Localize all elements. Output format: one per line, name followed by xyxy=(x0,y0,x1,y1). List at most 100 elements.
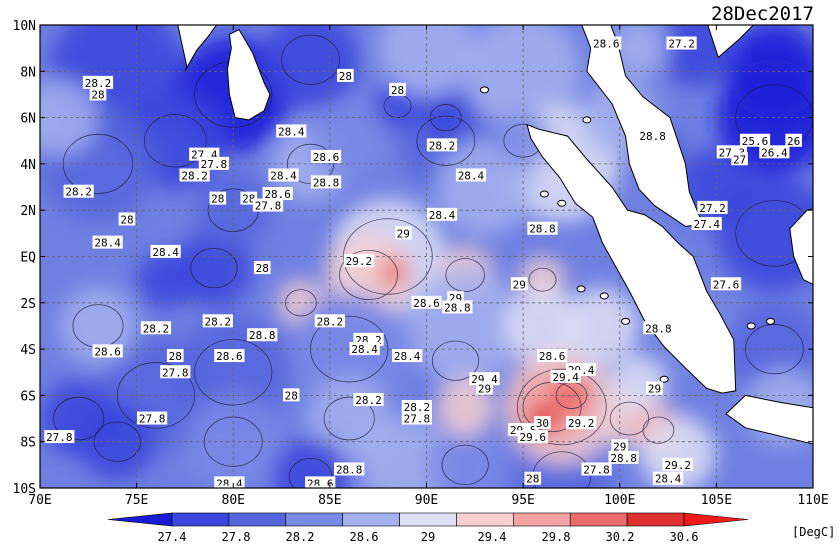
contour-label-bg xyxy=(581,462,612,476)
island xyxy=(539,190,549,198)
x-tick-label: 100E xyxy=(604,493,635,508)
sumatra xyxy=(526,123,737,394)
contour-label: 29.2 xyxy=(664,459,691,472)
contour-label-bg xyxy=(591,36,622,50)
contour-label: 28.4 xyxy=(307,487,334,500)
contour-label: 29 xyxy=(613,440,626,453)
contour-label: 28.8 xyxy=(313,176,340,189)
contour-label: 28.8 xyxy=(336,463,363,476)
contour-label: 28.4 xyxy=(278,125,305,138)
colorbar-min-arrow xyxy=(107,512,173,527)
contour-label-bg xyxy=(310,175,342,189)
colorbar-segment xyxy=(228,512,287,527)
contour-label: 29 xyxy=(478,382,491,395)
island xyxy=(621,317,631,325)
contour-line xyxy=(445,258,485,292)
indochina xyxy=(707,25,754,59)
contour-label-bg xyxy=(759,145,790,159)
contour-label: 27 xyxy=(733,153,746,166)
contour-label-bg xyxy=(662,457,693,471)
contour-label-bg xyxy=(697,200,728,214)
y-tick-label: 2S xyxy=(20,297,36,312)
java xyxy=(725,394,813,445)
contour-label: 29 xyxy=(397,227,410,240)
contour-label-bg xyxy=(89,87,107,101)
contour-label: 27.8 xyxy=(201,158,228,171)
x-tick-label: 80E xyxy=(222,493,245,508)
island xyxy=(576,285,586,293)
temperature-blob xyxy=(548,372,595,419)
y-tick-label: 10N xyxy=(13,19,36,34)
contour-label-bg xyxy=(710,277,742,291)
contour-label-bg xyxy=(517,430,548,444)
contour-label: 28.6 xyxy=(307,477,334,490)
contour-label-bg xyxy=(63,184,94,198)
contour-line xyxy=(53,396,105,441)
contour-label: 28.4 xyxy=(351,343,378,356)
contour-label: 28.2 xyxy=(404,401,431,414)
contour-label: 28.4 xyxy=(458,169,485,182)
contour-label: 28.6 xyxy=(264,188,291,201)
contour-label-bg xyxy=(637,129,668,143)
x-tick-label: 105E xyxy=(701,493,732,508)
contour-label-bg xyxy=(476,381,493,395)
contour-label-bg xyxy=(426,207,458,221)
contour-label-bg xyxy=(82,75,114,89)
contour-label-bg xyxy=(401,411,432,425)
contour-label: 28.6 xyxy=(94,345,121,358)
colorbar-tick-label: 29.8 xyxy=(542,530,571,544)
contour-line xyxy=(642,416,675,444)
contour-label: 29.4 xyxy=(552,371,579,384)
contour-label: 28.8 xyxy=(444,301,471,314)
contour-label: 28.8 xyxy=(639,130,666,143)
island xyxy=(746,322,756,330)
contour-label: 28.2 xyxy=(355,394,382,407)
contour-label-bg xyxy=(643,321,674,335)
contour-label-bg xyxy=(310,149,342,163)
temperature-blob xyxy=(136,250,195,309)
contour-label-bg xyxy=(426,138,458,152)
contour-label-bg xyxy=(343,254,374,268)
y-tick-label: 10S xyxy=(13,482,36,497)
contour-label: 28 xyxy=(120,213,133,226)
colorbar-tick-label: 28.6 xyxy=(350,530,379,544)
x-tick-label: 75E xyxy=(125,493,148,508)
colorbar-segment xyxy=(569,512,628,527)
colorbar-segment xyxy=(399,512,457,527)
india-coast xyxy=(177,25,218,72)
contour-label: 28.8 xyxy=(610,452,637,465)
contour-label: 28.6 xyxy=(413,297,440,310)
contour-label: 28 xyxy=(339,70,352,83)
contour-label: 28.6 xyxy=(593,38,620,51)
contour-label-bg xyxy=(785,133,802,147)
temperature-blob xyxy=(426,426,504,488)
borneo xyxy=(789,207,813,285)
contour-label: 28.4 xyxy=(94,237,121,250)
contour-label: 28.6 xyxy=(313,151,340,164)
contour-label: 29 xyxy=(648,382,661,395)
contour-label-bg xyxy=(739,133,771,147)
contour-label-bg xyxy=(608,450,639,464)
contour-label: 28.4 xyxy=(394,350,421,363)
contour-label: 27.6 xyxy=(713,278,740,291)
contour-label-bg xyxy=(395,226,412,240)
x-tick-label: 90E xyxy=(415,493,438,508)
contour-label-bg xyxy=(401,399,432,413)
sri-lanka xyxy=(226,28,271,121)
island xyxy=(599,292,609,300)
y-tick-label: 4N xyxy=(20,158,36,173)
contour-line xyxy=(528,267,557,292)
contour-label: 28 xyxy=(391,84,404,97)
y-tick-label: EQ xyxy=(20,251,36,266)
temperature-blob xyxy=(561,287,640,365)
contour-label: 28.2 xyxy=(181,169,208,182)
contour-line xyxy=(609,401,650,436)
contour-label-bg xyxy=(731,152,748,166)
colorbar: 27.4 27.8 28.2 28.6 29 29.4 29.8 30.2 30.6 xyxy=(107,512,749,544)
contour-label: 27.4 xyxy=(693,218,720,231)
contour-label-bg xyxy=(349,342,380,356)
contour-label-bg xyxy=(240,191,258,205)
contour-label-bg xyxy=(353,393,384,407)
contour-label-bg xyxy=(252,198,284,212)
